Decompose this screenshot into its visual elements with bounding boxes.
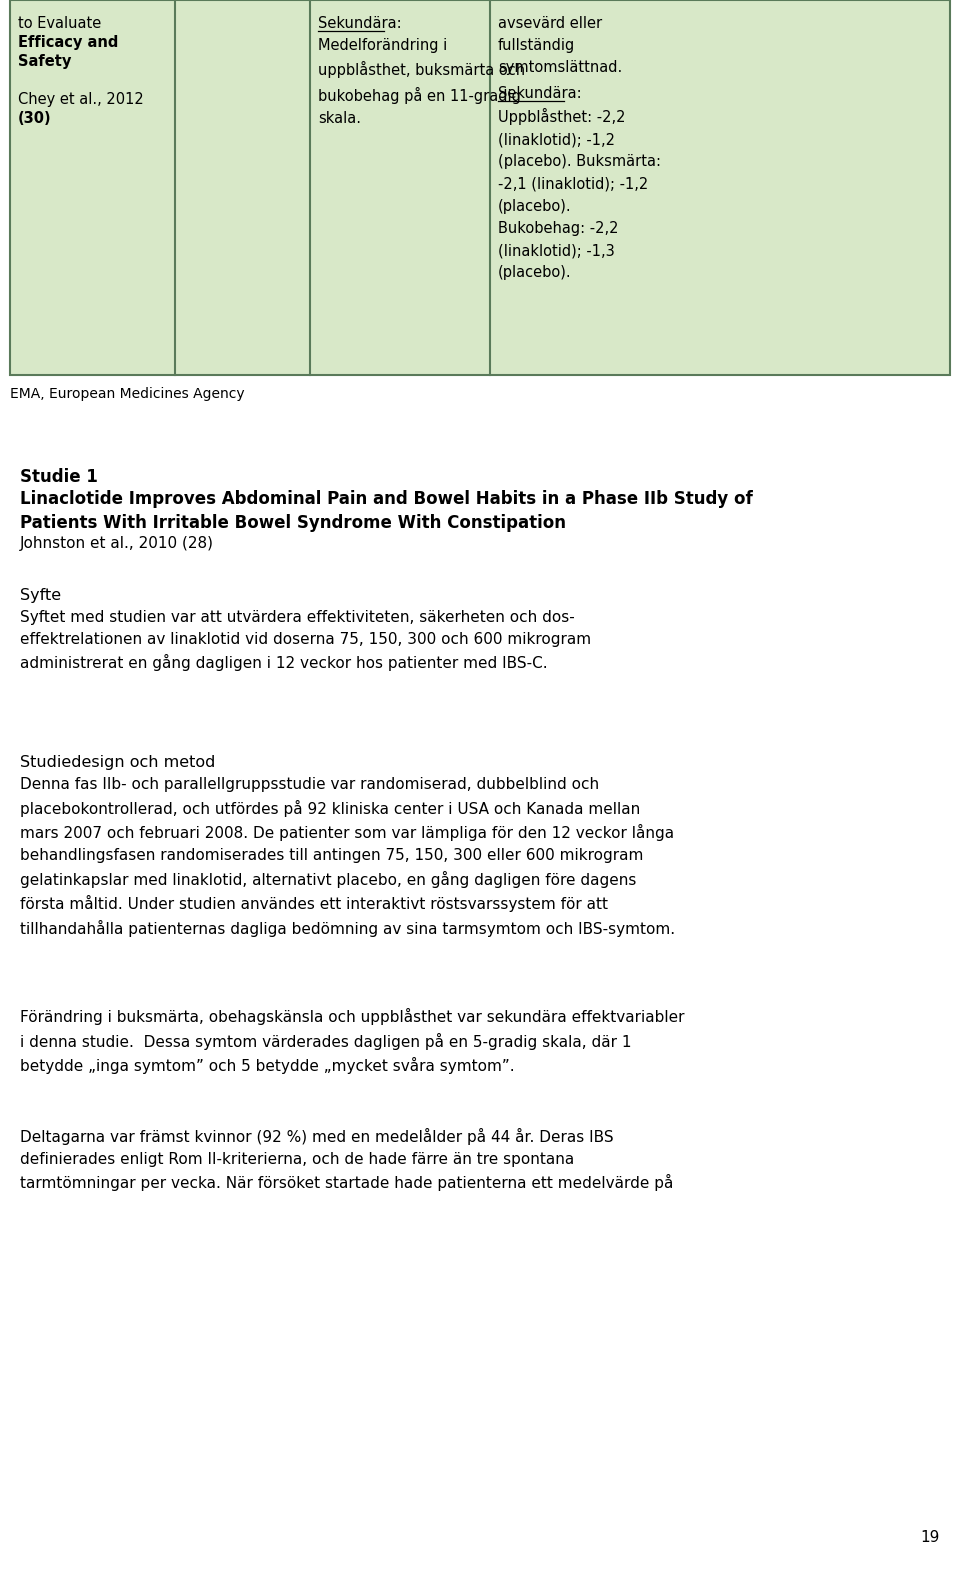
Text: Denna fas IIb- och parallellgruppsstudie var randomiserad, dubbelblind och
place: Denna fas IIb- och parallellgruppsstudie… [20,777,675,938]
Text: Medelforändring i
uppblåsthet, buksmärta och
bukobehag på en 11-gradig
skala.: Medelforändring i uppblåsthet, buksmärta… [318,38,525,126]
Text: Linaclotide Improves Abdominal Pain and Bowel Habits in a Phase IIb Study of
Pat: Linaclotide Improves Abdominal Pain and … [20,491,753,532]
Text: Förändring i buksmärta, obehagskänsla och uppblåsthet var sekundära effektvariab: Förändring i buksmärta, obehagskänsla oc… [20,1008,684,1074]
Text: Johnston et al., 2010 (28): Johnston et al., 2010 (28) [20,536,214,551]
Text: avsevärd eller
fullständig
symtomslättnad.: avsevärd eller fullständig symtomslättna… [498,16,622,76]
Text: Studiedesign och metod: Studiedesign och metod [20,755,215,771]
Text: Syftet med studien var att utvärdera effektiviteten, säkerheten och dos-
effektr: Syftet med studien var att utvärdera eff… [20,610,591,672]
Text: Uppblåsthet: -2,2
(linaklotid); -1,2
(placebo). Buksmärta:
-2,1 (linaklotid); -1: Uppblåsthet: -2,2 (linaklotid); -1,2 (pl… [498,109,661,280]
Text: Efficacy and: Efficacy and [18,35,118,50]
Text: Syfte: Syfte [20,588,61,602]
Bar [10,0,950,374]
Text: EMA, European Medicines Agency: EMA, European Medicines Agency [10,387,245,401]
Text: Studie 1: Studie 1 [20,469,98,486]
Text: Sekundära:: Sekundära: [498,87,582,101]
Text: Chey et al., 2012: Chey et al., 2012 [18,91,144,107]
Text: Safety: Safety [18,53,71,69]
Text: 19: 19 [921,1531,940,1545]
Text: to Evaluate: to Evaluate [18,16,101,31]
Text: Sekundära:: Sekundära: [318,16,401,31]
Text: (30): (30) [18,112,52,126]
Text: Deltagarna var främst kvinnor (92 %) med en medelålder på 44 år. Deras IBS
defin: Deltagarna var främst kvinnor (92 %) med… [20,1128,673,1191]
